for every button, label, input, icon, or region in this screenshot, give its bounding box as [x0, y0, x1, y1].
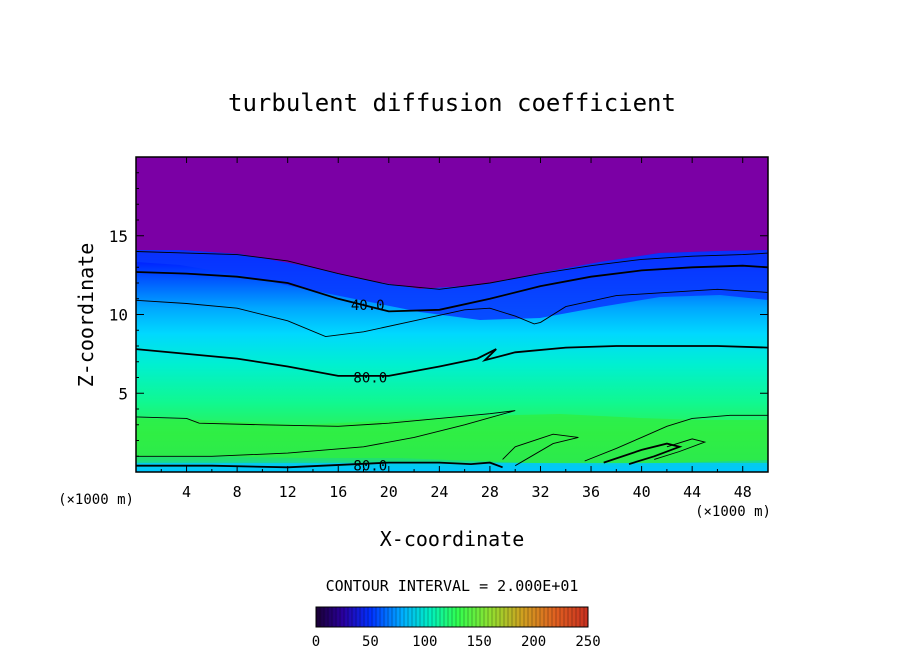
- x-tick-label: 4: [182, 483, 191, 501]
- transition-band: [136, 250, 768, 320]
- colorbar-tick-label: 250: [575, 634, 600, 650]
- contour-line-20: [136, 251, 768, 290]
- y-axis-ticks: 5 10 15: [109, 172, 768, 457]
- contour-line-40: [136, 264, 768, 313]
- surface-strip: [136, 463, 768, 472]
- contour-labels: 40.0 80.0 80.0: [351, 298, 387, 475]
- chart-title: turbulent diffusion coefficient: [228, 89, 676, 117]
- colorbar: 0 50 100 150 200 250: [312, 606, 601, 650]
- y-tick-label: 5: [118, 384, 128, 403]
- contour-line-80: [136, 345, 768, 377]
- contour-interval-label: CONTOUR INTERVAL = 2.000E+01: [326, 577, 579, 595]
- contour-lines: [136, 251, 768, 469]
- x-tick-label: 48: [734, 483, 752, 501]
- colorbar-tick-label: 100: [412, 634, 437, 650]
- plot-area: 40.0 80.0 80.0: [136, 157, 768, 475]
- contour-line-100: [584, 414, 768, 462]
- upper-region: [136, 157, 768, 289]
- x-axis-label: X-coordinate: [380, 527, 525, 551]
- colorbar-tick-label: 200: [521, 634, 546, 650]
- contour-line-100: [136, 410, 516, 457]
- contour-label: 40.0: [351, 298, 385, 314]
- contour-line-100: [502, 433, 579, 467]
- contour-label: 80.0: [353, 459, 387, 475]
- x-tick-label: 36: [582, 483, 600, 501]
- x-tick-label: 24: [430, 483, 448, 501]
- x-tick-label: 44: [683, 483, 701, 501]
- contour-line-80: [136, 461, 503, 469]
- colorbar-tick-label: 150: [467, 634, 492, 650]
- x-tick-label: 16: [329, 483, 347, 501]
- contour-line-60: [136, 288, 768, 338]
- x-tick-label: 28: [481, 483, 499, 501]
- colorbar-tick-label: 0: [312, 634, 320, 650]
- colorbar-frame: [315, 606, 589, 628]
- y-tick-label: 15: [109, 227, 128, 246]
- colorbar-tick-label: 50: [362, 634, 379, 650]
- contour-label: 80.0: [353, 371, 387, 387]
- x-tick-label: 8: [233, 483, 242, 501]
- colorbar-stripes: [319, 607, 585, 627]
- x-tick-label: 40: [633, 483, 651, 501]
- x-tick-label: 20: [380, 483, 398, 501]
- y-tick-label: 10: [109, 306, 128, 325]
- x-tick-label: 32: [531, 483, 549, 501]
- x-unit-right: (×1000 m): [695, 504, 771, 520]
- contour-line-100: [654, 438, 707, 460]
- x-tick-label: 12: [279, 483, 297, 501]
- y-axis-label: Z-coordinate: [74, 243, 98, 388]
- x-axis-ticks: 4 8 12 16 20 24 28 32 36 40 44 48: [160, 157, 752, 501]
- colorbar-ticks: 0 50 100 150 200 250: [312, 634, 601, 650]
- x-unit-left: (×1000 m): [58, 492, 134, 508]
